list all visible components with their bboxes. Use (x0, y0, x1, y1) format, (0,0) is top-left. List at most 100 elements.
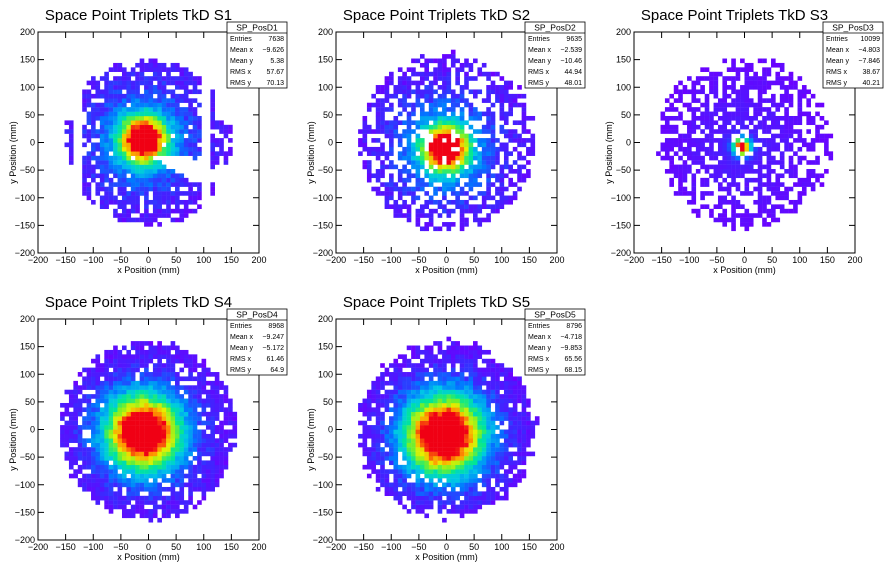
heatmap-cell (170, 89, 176, 95)
heatmap-cell (784, 138, 789, 143)
heatmap-cell (126, 160, 132, 165)
heatmap-cell (793, 115, 798, 121)
heatmap-cell (108, 416, 114, 421)
heatmap-cell (784, 186, 789, 192)
heatmap-cell (771, 213, 776, 218)
heatmap-cell (731, 89, 736, 95)
heatmap-cell (508, 107, 513, 112)
heatmap-cell (86, 407, 92, 413)
heatmap-cell (175, 146, 180, 152)
heatmap-cell (459, 186, 465, 192)
heatmap-cell (455, 354, 460, 359)
heatmap-cell (82, 425, 87, 430)
heatmap-cell (779, 115, 785, 121)
heatmap-cell (406, 442, 412, 448)
heatmap-cell (424, 442, 430, 448)
x-axis-title: x Position (mm) (117, 552, 180, 562)
heatmap-cell (161, 376, 167, 382)
heatmap-cell (446, 85, 452, 90)
heatmap-cell (192, 407, 198, 413)
heatmap-cell (113, 394, 118, 399)
heatmap-cell (779, 160, 785, 165)
heatmap-cell (744, 191, 750, 196)
heatmap-cell (214, 473, 220, 479)
heatmap-cell (486, 124, 491, 130)
heatmap-cell (366, 451, 372, 457)
heatmap-cell (166, 111, 171, 117)
heatmap-cell (508, 102, 513, 108)
stats-label: Entries (528, 323, 550, 330)
heatmap-cell (375, 420, 381, 426)
heatmap-cell (152, 495, 158, 501)
heatmap-cell (415, 89, 421, 95)
heatmap-cell (380, 420, 385, 426)
heatmap-cell (424, 349, 430, 355)
heatmap-cell (201, 447, 207, 452)
heatmap-cell (166, 204, 171, 209)
heatmap-cell (428, 491, 434, 496)
heatmap-cell (700, 142, 705, 148)
heatmap-cell (766, 124, 772, 130)
heatmap-cell (130, 456, 136, 461)
heatmap-cell (673, 151, 679, 156)
heatmap-cell (192, 456, 198, 461)
heatmap-cell (183, 107, 189, 112)
heatmap-cell (446, 129, 452, 134)
heatmap-cell (157, 107, 162, 112)
heatmap-cell (157, 85, 162, 90)
heatmap-cell (722, 98, 728, 103)
heatmap-cell (784, 146, 789, 152)
heatmap-cell (104, 169, 109, 174)
heatmap-cell (512, 195, 518, 201)
heatmap-cell (459, 442, 465, 448)
heatmap-cell (757, 195, 763, 201)
heatmap-cell (121, 451, 127, 457)
heatmap-cell (152, 354, 158, 359)
heatmap-cell (744, 115, 750, 121)
heatmap-cell (508, 389, 513, 395)
heatmap-cell (464, 509, 469, 514)
heatmap-cell (709, 120, 714, 126)
heatmap-cell (731, 204, 736, 209)
heatmap-cell (144, 482, 149, 488)
heatmap-cell (455, 177, 460, 183)
heatmap-cell (495, 177, 500, 183)
heatmap-cell (73, 460, 78, 466)
heatmap-cell (437, 372, 443, 377)
heatmap-cell (406, 177, 412, 183)
heatmap-cell (468, 133, 474, 139)
heatmap-cell (766, 186, 772, 192)
heatmap-cell (499, 473, 505, 479)
heatmap-cell (406, 173, 412, 179)
heatmap-cell (175, 380, 180, 386)
heatmap-cell (806, 182, 811, 187)
heatmap-cell (806, 173, 811, 179)
heatmap-cell (157, 93, 162, 99)
heatmap-cell (99, 442, 105, 448)
heatmap-cell (371, 425, 376, 430)
heatmap-cell (99, 495, 105, 501)
heatmap-cell (113, 500, 118, 505)
heatmap-cell (113, 195, 118, 201)
heatmap-cell (503, 491, 509, 496)
heatmap-cell (201, 358, 207, 364)
heatmap-cell (188, 478, 193, 483)
heatmap-cell (455, 509, 460, 514)
heatmap-cell (139, 177, 145, 183)
heatmap-cell (424, 367, 430, 373)
heatmap-cell (415, 349, 421, 355)
heatmap-cell (779, 80, 785, 86)
heatmap-cell (188, 115, 193, 121)
heatmap-cell (797, 177, 803, 183)
heatmap-cell (442, 504, 447, 510)
heatmap-cell (366, 102, 372, 108)
heatmap-cell (197, 138, 202, 143)
heatmap-cell (139, 164, 145, 170)
heatmap-cell (117, 385, 123, 390)
heatmap-cell (161, 380, 167, 386)
heatmap-cell (144, 376, 149, 382)
heatmap-cell (824, 169, 829, 174)
heatmap-cell (144, 76, 149, 81)
heatmap-cell (161, 191, 167, 196)
